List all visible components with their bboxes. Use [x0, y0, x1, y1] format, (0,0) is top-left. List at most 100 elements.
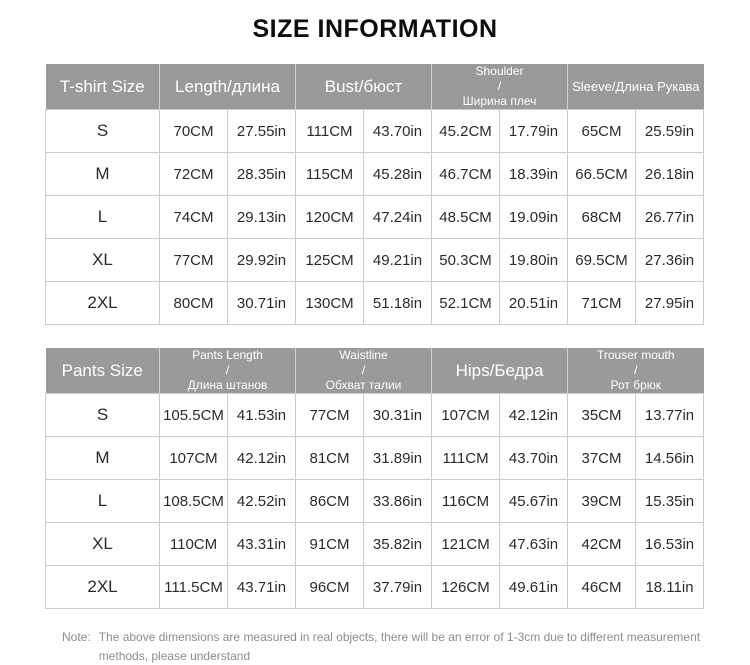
value-cell: 42.12in [227, 436, 296, 480]
size-cell: XL [45, 238, 160, 282]
value-cell: 49.61in [499, 565, 569, 609]
value-cell: 35CM [567, 393, 637, 437]
column-header: Sleeve/Длина Рукава [567, 64, 704, 110]
value-cell: 111CM [295, 109, 364, 153]
value-cell: 42CM [567, 522, 637, 566]
table-row: L 108.5CM 42.52in 86CM 33.86in 116CM 45.67in 39… [45, 479, 705, 523]
value-cell: 107CM [431, 393, 501, 437]
size-cell: M [45, 152, 160, 196]
size-column-header: T-shirt Size [45, 64, 160, 110]
value-cell: 30.71in [227, 281, 296, 325]
column-header: Waistline / Обхват талии [294, 348, 432, 394]
table-row: XL 110CM 43.31in 91CM 35.82in 121CM 47.63in 42C… [45, 522, 705, 566]
value-cell: 37CM [567, 436, 637, 480]
size-cell: L [45, 195, 160, 239]
value-cell: 27.55in [227, 109, 296, 153]
value-cell: 111CM [431, 436, 501, 480]
value-cell: 49.21in [362, 238, 433, 282]
table-row: 2XL 111.5CM 43.71in 96CM 37.79in 126CM 49.61in… [45, 565, 705, 609]
value-cell: 68CM [567, 195, 637, 239]
size-cell: S [45, 109, 160, 153]
value-cell: 37.79in [362, 565, 433, 609]
value-cell: 35.82in [362, 522, 433, 566]
note-text: The above dimensions are measured in rea… [98, 630, 701, 663]
value-cell: 43.31in [227, 522, 296, 566]
value-cell: 47.24in [362, 195, 433, 239]
page-title: SIZE INFORMATION [252, 15, 498, 43]
column-header: Bust/бюст [294, 64, 432, 110]
column-header: Hips/Бедра [431, 348, 568, 394]
value-cell: 47.63in [499, 522, 569, 566]
value-cell: 19.80in [499, 238, 569, 282]
value-cell: 19.09in [499, 195, 569, 239]
size-cell: L [45, 479, 160, 523]
value-cell: 69.5CM [567, 238, 637, 282]
table-row: M 107CM 42.12in 81CM 31.89in 111CM 43.70in 37CM… [45, 436, 705, 480]
value-cell: 43.70in [499, 436, 569, 480]
value-cell: 33.86in [362, 479, 433, 523]
value-cell: 126CM [431, 565, 501, 609]
column-header: Length/длина [159, 64, 296, 110]
value-cell: 70CM [159, 109, 228, 153]
value-cell: 86CM [295, 479, 364, 523]
table-row: S 70CM 27.55in 111CM 43.70in 45.2CM 17.79in 65C… [45, 109, 705, 153]
size-cell: 2XL [45, 565, 160, 609]
value-cell: 17.79in [499, 109, 569, 153]
value-cell: 28.35in [227, 152, 296, 196]
value-cell: 27.36in [635, 238, 705, 282]
note-label: Note: [62, 630, 91, 644]
value-cell: 26.18in [635, 152, 705, 196]
value-cell: 16.53in [635, 522, 705, 566]
value-cell: 51.18in [362, 281, 433, 325]
value-cell: 121CM [431, 522, 501, 566]
size-column-header: Pants Size [45, 348, 160, 394]
value-cell: 26.77in [635, 195, 705, 239]
value-cell: 91CM [295, 522, 364, 566]
value-cell: 115CM [295, 152, 364, 196]
value-cell: 45.28in [362, 152, 433, 196]
header-row: T-shirt Size Length/длина Bust/бюст Shoulde… [45, 64, 704, 110]
value-cell: 29.92in [227, 238, 296, 282]
value-cell: 72CM [159, 152, 228, 196]
value-cell: 111.5CM [159, 565, 228, 609]
value-cell: 18.39in [499, 152, 569, 196]
table-row: L 74CM 29.13in 120CM 47.24in 48.5CM 19.09in 68C… [45, 195, 705, 239]
value-cell: 74CM [159, 195, 228, 239]
header-row: Pants Size Pants Length / Длина штанов Waist… [45, 348, 704, 394]
value-cell: 30.31in [362, 393, 433, 437]
value-cell: 18.11in [635, 565, 705, 609]
value-cell: 41.53in [227, 393, 296, 437]
value-cell: 31.89in [362, 436, 433, 480]
table-row: S 105.5CM 41.53in 77CM 30.31in 107CM 42.12in 35… [45, 393, 705, 437]
value-cell: 45.67in [499, 479, 569, 523]
value-cell: 25.59in [635, 109, 705, 153]
size-cell: XL [45, 522, 160, 566]
table-row: XL 77CM 29.92in 125CM 49.21in 50.3CM 19.80in 69… [45, 238, 705, 282]
value-cell: 110CM [159, 522, 228, 566]
value-cell: 42.12in [499, 393, 569, 437]
size-cell: 2XL [45, 281, 160, 325]
value-cell: 81CM [295, 436, 364, 480]
value-cell: 43.71in [227, 565, 296, 609]
value-cell: 45.2CM [431, 109, 501, 153]
value-cell: 29.13in [227, 195, 296, 239]
value-cell: 46CM [567, 565, 637, 609]
value-cell: 14.56in [635, 436, 705, 480]
tshirt-size-table: T-shirt Size Length/длина Bust/бюст Shoulde… [45, 64, 705, 325]
value-cell: 120CM [295, 195, 364, 239]
value-cell: 116CM [431, 479, 501, 523]
size-cell: S [45, 393, 160, 437]
value-cell: 96CM [295, 565, 364, 609]
value-cell: 77CM [159, 238, 228, 282]
value-cell: 20.51in [499, 281, 569, 325]
value-cell: 71CM [567, 281, 637, 325]
value-cell: 50.3CM [431, 238, 501, 282]
value-cell: 13.77in [635, 393, 705, 437]
value-cell: 107CM [159, 436, 228, 480]
table-row: M 72CM 28.35in 115CM 45.28in 46.7CM 18.39in 66.… [45, 152, 705, 196]
value-cell: 46.7CM [431, 152, 501, 196]
value-cell: 39CM [567, 479, 637, 523]
column-header: Shoulder / Ширина плеч [431, 64, 568, 110]
value-cell: 48.5CM [431, 195, 501, 239]
note: Note: The above dimensions are measured … [62, 628, 707, 665]
